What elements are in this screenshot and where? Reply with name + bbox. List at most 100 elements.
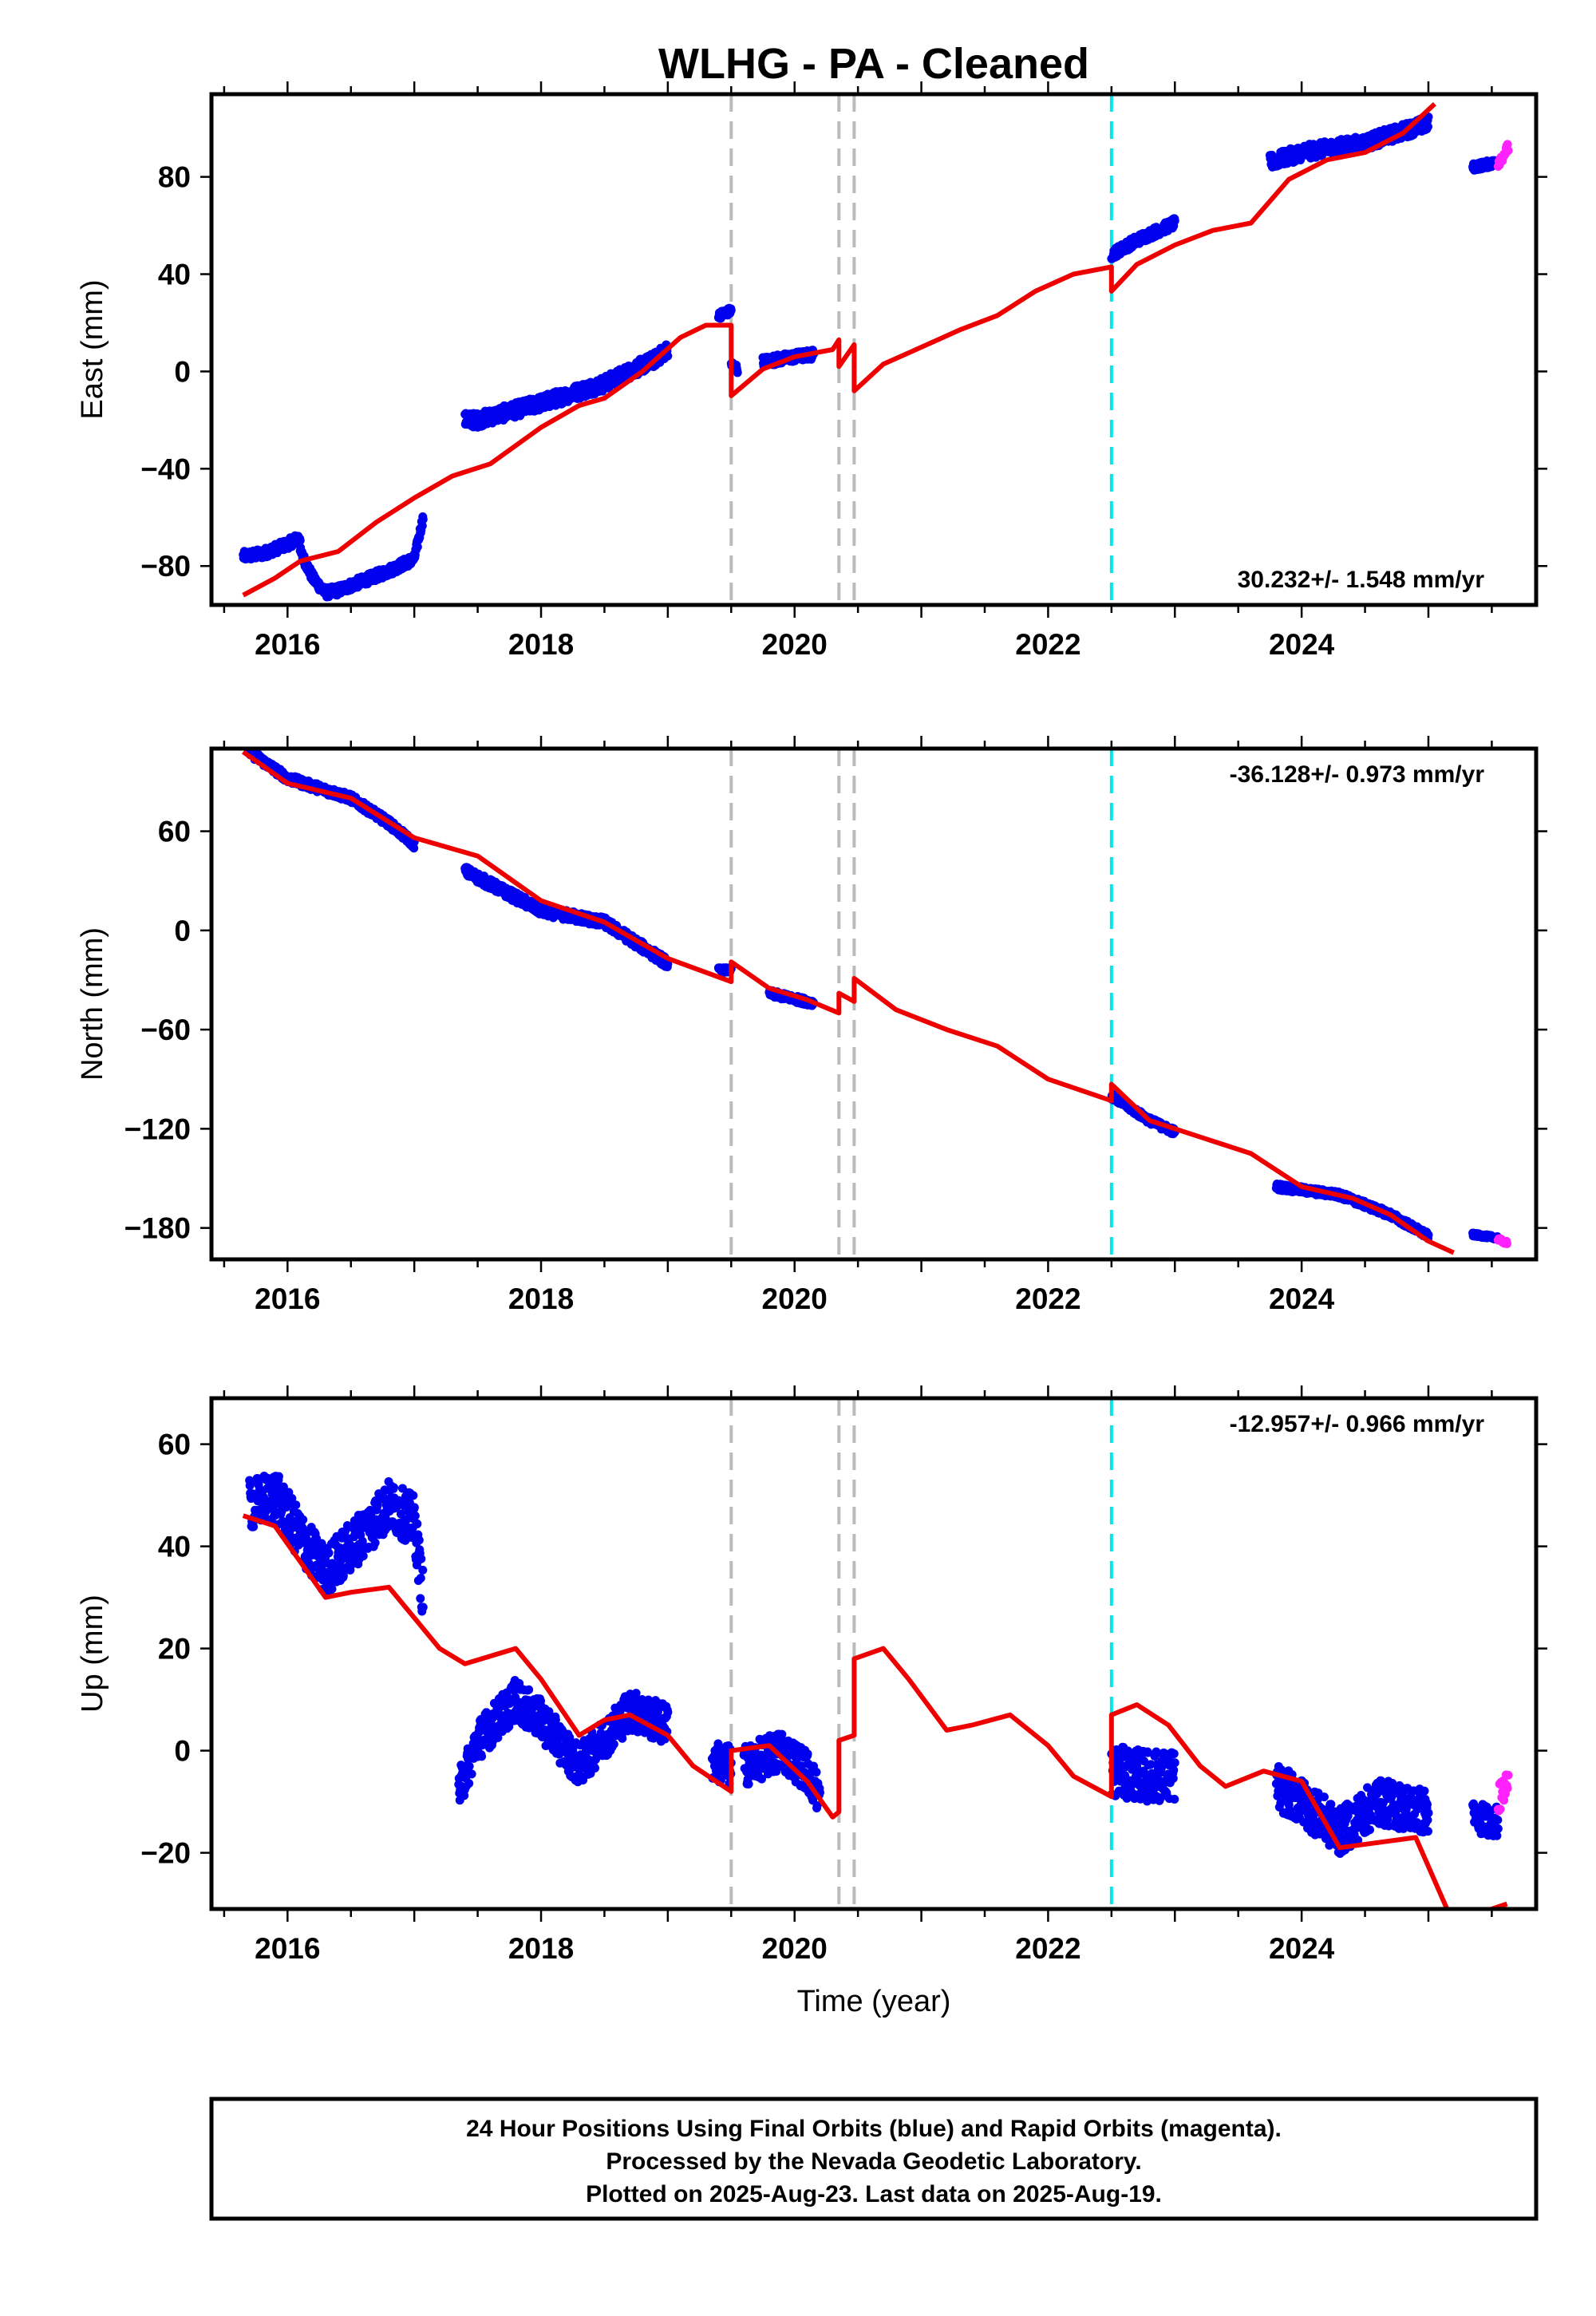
up-final-point [414,1535,424,1545]
east-final-orbit-points [239,113,1503,602]
north-y-tick-label: 60 [158,816,191,848]
up-final-point [812,1768,821,1777]
up-final-point [477,1752,487,1761]
up-final-point [379,1492,389,1502]
east-final-point [295,536,305,545]
east-y-axis-label: East (mm) [76,279,109,419]
up-final-point [327,1584,337,1594]
up-final-point [358,1551,368,1561]
east-rapid-orbit-points [1493,140,1513,172]
up-final-point [504,1722,514,1732]
east-panel: 2016 2018 2020 2022 2024 −80 −40 0 40 80 East (mm)… [76,81,1547,661]
north-model-curve [241,749,1455,1255]
up-final-point [803,1749,812,1759]
north-rate-label: -36.128+/- 0.973 mm/yr [1230,761,1485,788]
up-final-point [413,1519,422,1528]
north-x-tick-label: 2024 [1269,1282,1335,1315]
east-x-tick-label: 2018 [508,628,574,661]
up-final-point [370,1538,380,1547]
up-final-point [609,1740,618,1749]
up-final-point [396,1509,405,1519]
north-y-tick-label: −60 [140,1014,191,1046]
up-final-point [418,1565,428,1575]
up-final-point [409,1491,418,1500]
east-plot-area [239,101,1513,602]
east-final-point [1170,216,1179,226]
east-model-curve [242,101,1436,598]
north-final-point [663,959,673,969]
north-x-tick-label: 2020 [762,1282,828,1315]
north-x-tick-label: 2016 [255,1282,320,1315]
up-final-point [631,1689,641,1698]
up-final-point [757,1774,767,1784]
up-final-point [409,1503,419,1512]
up-final-point [291,1500,301,1510]
up-final-point [298,1515,308,1524]
up-final-point [1156,1764,1166,1773]
up-final-point [777,1729,787,1739]
north-rapid-point [1502,1239,1511,1248]
east-final-point [733,368,742,377]
up-final-point [381,1512,390,1522]
east-axes-frame [209,92,1539,607]
east-y-tick-label: 0 [174,355,191,388]
east-x-tick-label: 2022 [1015,628,1080,661]
up-final-point [249,1522,259,1531]
up-final-point [416,1573,425,1583]
east-x-tick-label: 2016 [255,628,320,661]
east-x-tick-label: 2024 [1269,628,1335,661]
east-x-tick-label: 2020 [762,628,828,661]
up-final-point [663,1708,673,1717]
east-y-tick-label: 40 [158,259,191,291]
north-y-tick-label: 0 [174,915,191,947]
up-final-point [579,1776,588,1785]
north-x-tick-label: 2022 [1015,1282,1080,1315]
up-final-point [812,1800,822,1810]
up-final-point [418,1603,428,1612]
east-y-tick-label: −80 [140,550,191,583]
up-final-point [279,1482,288,1492]
up-final-point [346,1559,356,1568]
north-y-tick-label: −180 [124,1212,191,1245]
up-final-orbit-points [245,1472,1503,1858]
up-final-point [1144,1748,1153,1757]
east-rapid-point [1503,146,1513,156]
east-final-point [413,542,422,551]
up-final-point [464,1761,474,1771]
up-final-point [796,1761,806,1771]
north-panel: 2016 2018 2020 2022 2024 −180 −120 −60 0 60 North … [76,736,1547,1315]
up-final-point [416,1594,425,1603]
east-y-tick-label: 80 [158,161,191,194]
east-y-tick-label: −40 [140,453,191,485]
north-x-tick-label: 2018 [508,1282,574,1315]
up-final-point [338,1571,348,1580]
up-final-point [524,1685,534,1694]
up-final-point [464,1779,474,1788]
up-final-point [544,1707,554,1717]
up-final-point [493,1733,503,1742]
east-final-point [726,306,736,315]
east-rate-label: 30.232+/- 1.548 mm/yr [1238,567,1485,593]
up-final-point [417,1554,426,1563]
up-final-point [324,1548,334,1558]
up-final-point [402,1515,412,1524]
up-final-point [397,1484,407,1493]
east-final-point [417,521,427,531]
up-plot-area [242,1472,1513,1909]
north-plot-area [241,749,1511,1255]
north-y-axis-label: North (mm) [76,927,109,1081]
east-final-point [418,515,428,524]
north-y-tick-label: −120 [124,1113,191,1145]
north-axes-frame [209,746,1539,1262]
up-final-point [744,1779,753,1788]
up-final-point [1146,1760,1156,1769]
up-final-point [389,1483,399,1492]
up-final-point [591,1763,600,1773]
up-final-point [274,1472,283,1481]
up-final-point [245,1480,255,1490]
up-final-point [565,1733,575,1742]
up-final-point [467,1769,476,1779]
north-rapid-orbit-points [1493,1234,1511,1248]
